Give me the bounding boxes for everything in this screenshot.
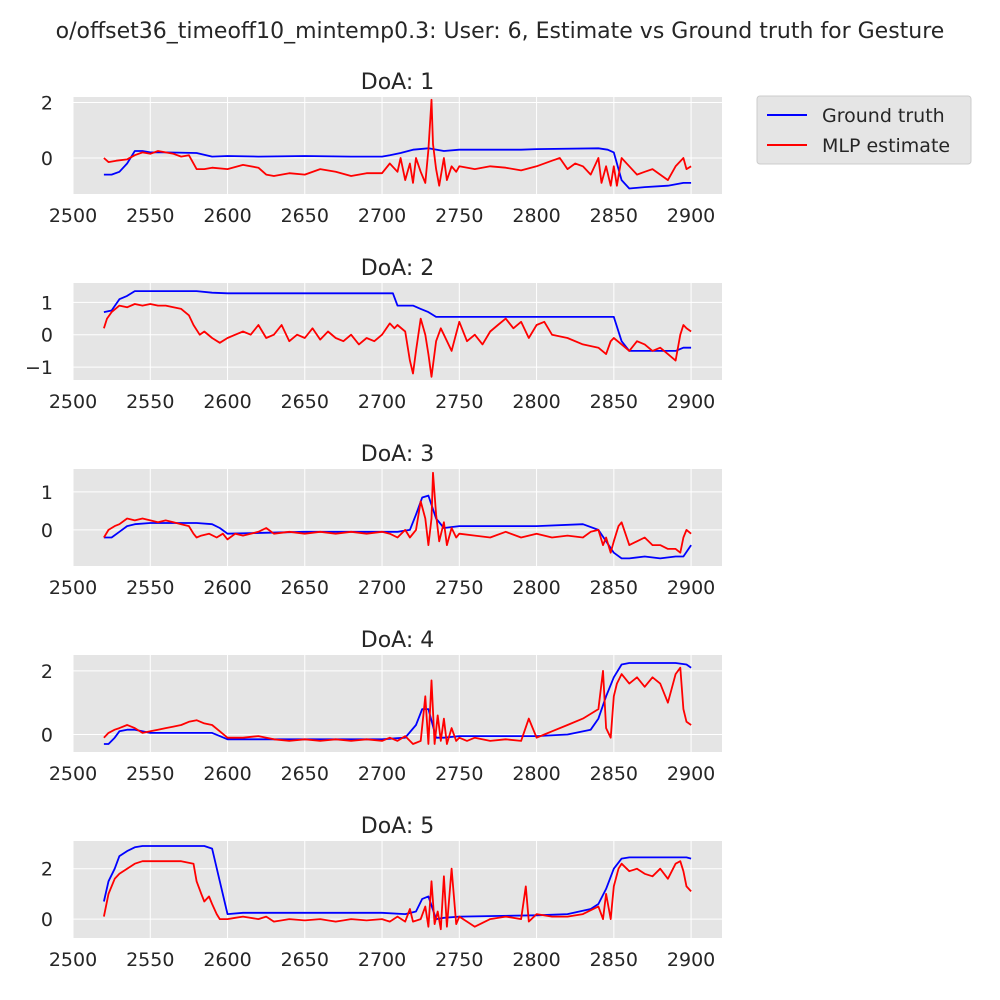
- x-tick-label: 2500: [49, 577, 97, 599]
- subplot-title: DoA: 5: [361, 814, 434, 839]
- y-tick-label: 2: [41, 859, 53, 881]
- x-tick-label: 2600: [203, 391, 251, 413]
- mlp-estimate-line: [103, 98, 692, 187]
- y-tick-label: 2: [41, 93, 53, 115]
- x-tick-label: 2550: [126, 205, 174, 227]
- x-tick-label: 2700: [358, 391, 406, 413]
- x-tick-label: 2800: [512, 763, 560, 785]
- legend: Ground truth MLP estimate: [756, 95, 972, 165]
- x-tick-label: 2550: [126, 949, 174, 971]
- y-tick-label: 0: [41, 909, 53, 931]
- x-tick-label: 2850: [590, 391, 638, 413]
- mlp-estimate-line: [103, 666, 692, 745]
- x-tick-label: 2700: [358, 577, 406, 599]
- subplots: 2500 2550 2600 2650 2700 2750 2800 2850 2900 0 2 Do…: [25, 70, 722, 971]
- subplot-doa-1: 2500 2550 2600 2650 2700 2750 2800 2850 2900 0 2 Do…: [41, 70, 722, 227]
- x-tick-label: 2650: [281, 391, 329, 413]
- mlp-estimate-line: [103, 303, 692, 378]
- plot-area: [73, 283, 722, 380]
- x-tick-label: 2850: [590, 763, 638, 785]
- x-tick-label: 2550: [126, 391, 174, 413]
- subplot-doa-4: 2500 2550 2600 2650 2700 2750 2800 2850 2900 0 2 Do…: [41, 628, 722, 785]
- x-tick-label: 2550: [126, 763, 174, 785]
- x-tick-label: 2550: [126, 577, 174, 599]
- subplot-doa-3: 2500 2550 2600 2650 2700 2750 2800 2850 2900 0 1 Do…: [41, 442, 722, 599]
- y-tick-label: 1: [41, 292, 53, 314]
- mlp-estimate-line: [103, 860, 692, 931]
- x-tick-label: 2500: [49, 763, 97, 785]
- x-tick-label: 2750: [435, 577, 483, 599]
- x-tick-label: 2900: [667, 949, 715, 971]
- ground-truth-line: [103, 845, 692, 920]
- x-tick-label: 2800: [512, 205, 560, 227]
- ground-truth-line: [103, 147, 692, 190]
- x-tick-label: 2500: [49, 949, 97, 971]
- plot-area: [73, 469, 722, 566]
- y-tick-label: 0: [41, 148, 53, 170]
- x-tick-label: 2650: [281, 205, 329, 227]
- x-tick-label: 2650: [281, 763, 329, 785]
- x-tick-label: 2650: [281, 577, 329, 599]
- subplot-title: DoA: 1: [361, 70, 434, 95]
- x-tick-label: 2600: [203, 949, 251, 971]
- y-tick-label: −1: [25, 357, 53, 379]
- y-tick-label: 0: [41, 325, 53, 347]
- y-tick-label: 2: [41, 661, 53, 683]
- x-tick-label: 2800: [512, 577, 560, 599]
- legend-frame: [756, 95, 972, 165]
- subplot-title: DoA: 4: [361, 628, 434, 653]
- mlp-estimate-line: [103, 471, 692, 554]
- x-tick-label: 2800: [512, 949, 560, 971]
- x-tick-label: 2900: [667, 205, 715, 227]
- x-tick-label: 2600: [203, 577, 251, 599]
- x-tick-label: 2900: [667, 391, 715, 413]
- legend-mlp-estimate-label: MLP estimate: [822, 135, 950, 157]
- x-tick-label: 2700: [358, 205, 406, 227]
- x-tick-label: 2500: [49, 205, 97, 227]
- x-tick-label: 2750: [435, 205, 483, 227]
- legend-ground-truth-label: Ground truth: [822, 105, 945, 127]
- subplot-doa-5: 2500 2550 2600 2650 2700 2750 2800 2850 2900 0 2 Do…: [41, 814, 722, 971]
- figure-suptitle: o/offset36_timeoff10_mintemp0.3: User: 6…: [56, 19, 945, 44]
- x-tick-label: 2750: [435, 949, 483, 971]
- x-tick-label: 2850: [590, 205, 638, 227]
- x-tick-label: 2850: [590, 577, 638, 599]
- y-tick-label: 0: [41, 520, 53, 542]
- x-tick-label: 2700: [358, 763, 406, 785]
- subplot-title: DoA: 3: [361, 442, 434, 467]
- plot-area: [73, 97, 722, 194]
- plot-area: [73, 841, 722, 938]
- x-tick-label: 2850: [590, 949, 638, 971]
- x-tick-label: 2600: [203, 205, 251, 227]
- x-tick-label: 2750: [435, 391, 483, 413]
- x-tick-label: 2750: [435, 763, 483, 785]
- x-tick-label: 2900: [667, 763, 715, 785]
- x-tick-label: 2800: [512, 391, 560, 413]
- ground-truth-line: [103, 290, 692, 352]
- subplot-title: DoA: 2: [361, 256, 434, 281]
- subplot-doa-2: 2500 2550 2600 2650 2700 2750 2800 2850 2900 −1 0 1…: [25, 256, 722, 413]
- x-tick-label: 2650: [281, 949, 329, 971]
- y-tick-label: 0: [41, 725, 53, 747]
- y-tick-label: 1: [41, 482, 53, 504]
- x-tick-label: 2500: [49, 391, 97, 413]
- x-tick-label: 2900: [667, 577, 715, 599]
- x-tick-label: 2600: [203, 763, 251, 785]
- x-tick-label: 2700: [358, 949, 406, 971]
